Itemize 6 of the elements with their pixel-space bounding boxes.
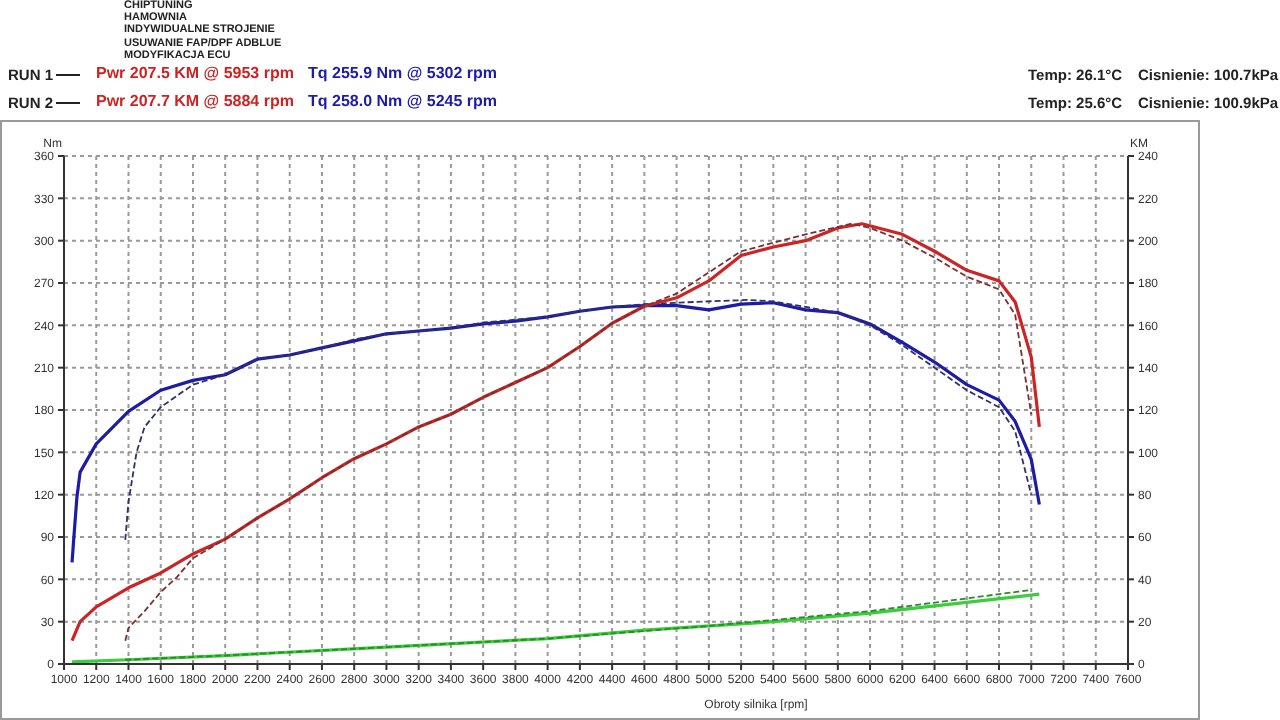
text: Tq 258.0 Nm @ 5245 rpm: [308, 92, 498, 110]
text: Pwr 207.7 KM @ 5884 rpm: [96, 92, 294, 110]
line-series: [70, 301, 1041, 564]
text: Tq 255.9 Nm @ 5302 rpm: [308, 64, 498, 82]
line-series: [124, 299, 1033, 541]
text: Pwr 207.5 KM @ 5953 rpm: [96, 64, 294, 82]
